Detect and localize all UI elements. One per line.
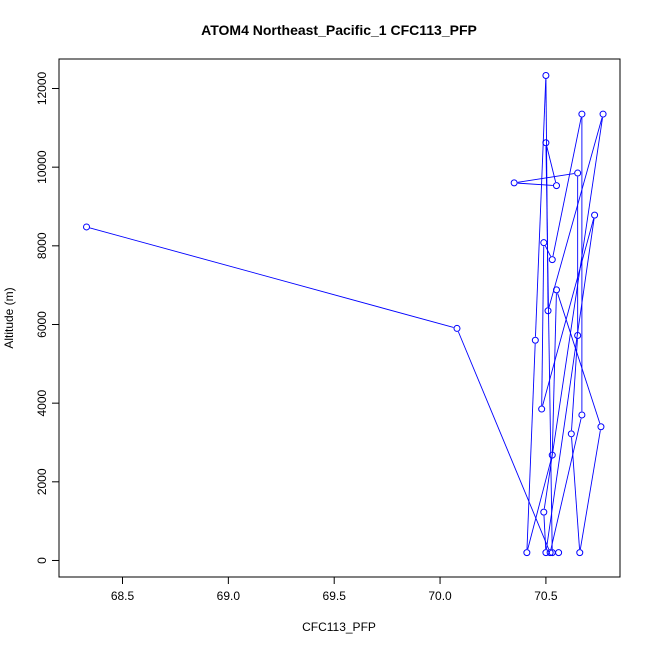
series-segment — [579, 430, 601, 550]
series-segment — [543, 117, 603, 509]
series-segment — [535, 79, 547, 337]
data-point — [578, 411, 586, 419]
series-segment — [552, 117, 582, 257]
series-segment — [457, 331, 550, 550]
x-tick-label: 69.0 — [217, 589, 241, 603]
series-segment — [545, 146, 553, 550]
series-segment — [550, 418, 582, 550]
data-point — [544, 307, 552, 315]
series-segment — [571, 437, 580, 550]
series-segment — [517, 173, 575, 183]
data-point — [453, 324, 461, 332]
series-segment — [526, 343, 536, 550]
series-segment — [545, 218, 595, 550]
data-point — [540, 239, 548, 247]
data-point — [574, 169, 582, 177]
x-axis: 68.5 69.0 69.5 70.0 70.5 — [111, 576, 558, 603]
data-point — [540, 508, 548, 516]
data-point — [574, 332, 582, 340]
series-segment — [557, 293, 601, 424]
x-tick-label: 68.5 — [111, 589, 135, 603]
series-points — [83, 72, 607, 557]
data-point — [599, 110, 607, 118]
y-tick-label: 4000 — [35, 389, 49, 416]
series-segment — [546, 146, 557, 183]
y-axis-label: Altitude (m) — [2, 287, 16, 348]
data-point — [538, 405, 546, 413]
series-lines — [89, 79, 603, 550]
data-point — [542, 72, 550, 80]
data-point — [83, 223, 91, 231]
series-segment — [541, 246, 545, 406]
y-tick-label: 8000 — [35, 232, 49, 259]
series-segment — [551, 293, 557, 452]
x-axis-label: CFC113_PFP — [302, 620, 376, 634]
y-tick-label: 10000 — [35, 150, 49, 184]
data-point — [542, 139, 550, 147]
data-point — [567, 430, 575, 438]
x-tick-label: 70.0 — [428, 589, 452, 603]
data-point — [597, 423, 605, 431]
data-point — [546, 549, 554, 557]
data-point — [523, 549, 531, 557]
series-segment — [571, 339, 578, 431]
y-axis: 0 2000 4000 6000 8000 10000 12000 — [35, 71, 60, 564]
series-segment — [517, 182, 553, 186]
data-point — [548, 256, 556, 264]
x-tick-label: 69.5 — [323, 589, 347, 603]
data-point — [552, 182, 560, 190]
data-point — [548, 451, 556, 459]
y-tick-label: 2000 — [35, 468, 49, 495]
data-point — [531, 336, 539, 344]
data-point — [552, 286, 560, 294]
series-segment — [527, 458, 552, 550]
data-point — [576, 549, 584, 557]
data-point — [510, 179, 518, 187]
y-tick-label: 0 — [35, 557, 49, 564]
series-segment — [542, 218, 595, 406]
x-tick-label: 70.5 — [534, 589, 558, 603]
series-segment — [548, 117, 603, 308]
y-tick-label: 12000 — [35, 71, 49, 105]
data-point — [578, 110, 586, 118]
series-segment — [89, 227, 454, 328]
chart-title: ATOM4 Northeast_Pacific_1 CFC113_PFP — [201, 22, 477, 38]
series-segment — [543, 515, 547, 550]
y-tick-label: 6000 — [35, 311, 49, 338]
data-point — [555, 549, 563, 557]
data-point — [591, 211, 599, 219]
